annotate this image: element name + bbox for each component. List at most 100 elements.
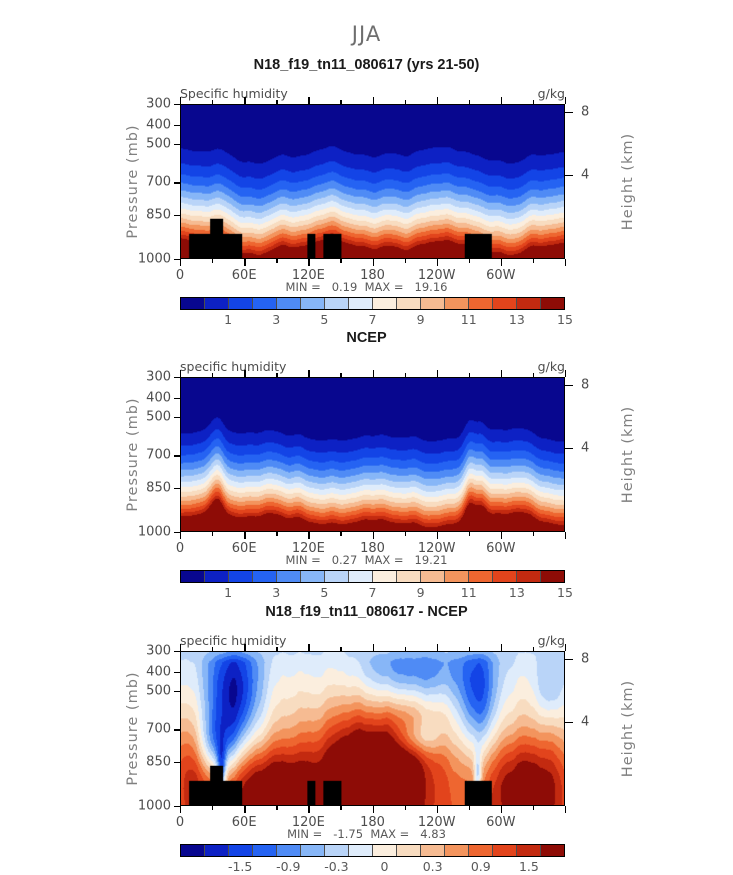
x-axis-tick-mark-minor [212, 806, 214, 810]
y2-axis-title: Height (km) [620, 132, 636, 231]
field-label: Specific humidity [180, 86, 288, 101]
colorbar-tick-label: 13 [508, 585, 525, 600]
y2-axis-tick-label: 8 [581, 104, 590, 120]
colorbar-segment [397, 298, 421, 309]
x-axis-tick-mark-minor [468, 259, 471, 263]
x-axis-top-tick-mark [308, 644, 310, 651]
colorbar-tick-label: 0.9 [470, 859, 491, 874]
x-axis-tick-mark-major [372, 259, 374, 266]
x-axis-top-tick-mark [180, 97, 182, 104]
x-axis-top-tick-mark [565, 644, 567, 651]
colorbar-tick-label: 11 [460, 585, 477, 600]
y-axis-tick-label: 300 [146, 369, 171, 385]
colorbar-segment [445, 298, 469, 309]
colorbar-segment [373, 571, 397, 582]
x-axis-top-tick-mark [532, 647, 535, 651]
x-axis-tick-mark-minor [532, 806, 535, 810]
colorbar-segment [421, 298, 445, 309]
x-axis-top-tick-mark [212, 100, 214, 104]
x-axis-tick-mark-major [565, 532, 567, 539]
min-max-annotation: MIN = 0.27 MAX = 19.21 [285, 553, 448, 567]
y-axis-tick-mark [174, 487, 180, 490]
colorbar-tick-label: 3 [272, 312, 281, 327]
x-axis-top-tick-mark [500, 644, 503, 651]
x-axis-top-tick-mark [404, 373, 406, 377]
x-axis-tick-label: 0 [175, 815, 185, 830]
colorbar-segment [277, 298, 301, 309]
x-axis-tick-mark-major [565, 259, 567, 266]
y-axis-tick-mark [174, 651, 180, 653]
colorbar-tick-label: 15 [557, 585, 573, 600]
x-axis-tick-mark-minor [340, 259, 342, 263]
y2-axis-tick-label: 4 [581, 440, 590, 456]
x-axis-tick-mark-major [308, 532, 310, 539]
colorbar-segment [349, 298, 373, 309]
x-axis-top-tick-mark [468, 647, 471, 651]
contour-field [181, 105, 564, 258]
colorbar-tick-label: 11 [460, 312, 477, 327]
colorbar-tick-label: -1.5 [227, 859, 253, 874]
colorbar-tick-label: 5 [320, 312, 329, 327]
y-axis-tick-label: 500 [146, 409, 171, 425]
x-axis-tick-label: 0 [175, 541, 185, 556]
x-axis-tick-label: 120W [417, 268, 456, 283]
colorbar [180, 297, 565, 310]
x-axis-top-tick-mark [212, 647, 214, 651]
y-axis-tick-mark [174, 397, 180, 400]
colorbar-segment [181, 298, 205, 309]
colorbar-tick-label: 1.5 [518, 859, 539, 874]
figure-season-title: JJA [351, 22, 382, 46]
field-label: specific humidity [180, 359, 287, 374]
x-axis-tick-mark-major [565, 806, 567, 813]
x-axis-top-tick-mark [468, 373, 471, 377]
colorbar-tick-label: 7 [368, 312, 377, 327]
x-axis-top-tick-mark [436, 644, 439, 651]
y-axis-tick-label: 500 [146, 136, 171, 152]
colorbar-segment [493, 298, 517, 309]
colorbar-segment [373, 298, 397, 309]
y-axis-tick-mark [174, 806, 180, 808]
colorbar-tick-label: 0 [380, 859, 389, 874]
x-axis-tick-label: 120W [417, 541, 456, 556]
colorbar-segment [421, 571, 445, 582]
x-axis-tick-mark-major [180, 806, 182, 813]
y-axis-tick-mark [174, 182, 180, 184]
colorbar-segment [445, 571, 469, 582]
y-axis-tick-label: 300 [146, 96, 171, 112]
x-axis-tick-mark-minor [212, 532, 214, 536]
plot-area [180, 651, 565, 806]
y-axis-title: Pressure (mb) [125, 397, 141, 512]
colorbar [180, 844, 565, 857]
y-axis-tick-mark [174, 416, 180, 418]
y2-axis-tick-label: 8 [581, 651, 590, 667]
units-label: g/kg [537, 633, 565, 648]
y-axis-tick-label: 400 [146, 664, 171, 680]
x-axis-top-tick-mark [532, 373, 535, 377]
y-axis-tick-label: 1000 [137, 798, 171, 814]
x-axis-top-tick-mark [180, 644, 182, 651]
colorbar-segment [373, 845, 397, 856]
colorbar-segment [205, 571, 229, 582]
colorbar-segment [253, 845, 277, 856]
colorbar-segment [421, 845, 445, 856]
colorbar-segment [325, 845, 349, 856]
colorbar-segment [493, 845, 517, 856]
x-axis-tick-mark-minor [276, 259, 278, 263]
x-axis-tick-mark-major [436, 259, 439, 266]
colorbar-segment [277, 845, 301, 856]
colorbar-segment [469, 298, 493, 309]
contour-field [181, 652, 564, 805]
x-axis-tick-label: 180 [360, 815, 385, 830]
x-axis-top-tick-mark [308, 97, 310, 104]
x-axis-top-tick-mark [340, 373, 342, 377]
y-axis-tick-label: 850 [146, 754, 171, 770]
x-axis-top-tick-mark [532, 100, 535, 104]
y-axis-tick-mark [174, 143, 180, 145]
x-axis-tick-label: 180 [360, 268, 385, 283]
colorbar-tick-label: -0.3 [324, 859, 349, 874]
y-axis-tick-mark [174, 104, 180, 106]
y-axis-tick-label: 500 [146, 683, 171, 699]
x-axis-top-tick-mark [276, 647, 278, 651]
x-axis-tick-mark-minor [340, 532, 342, 536]
x-axis-top-tick-mark [372, 370, 374, 377]
